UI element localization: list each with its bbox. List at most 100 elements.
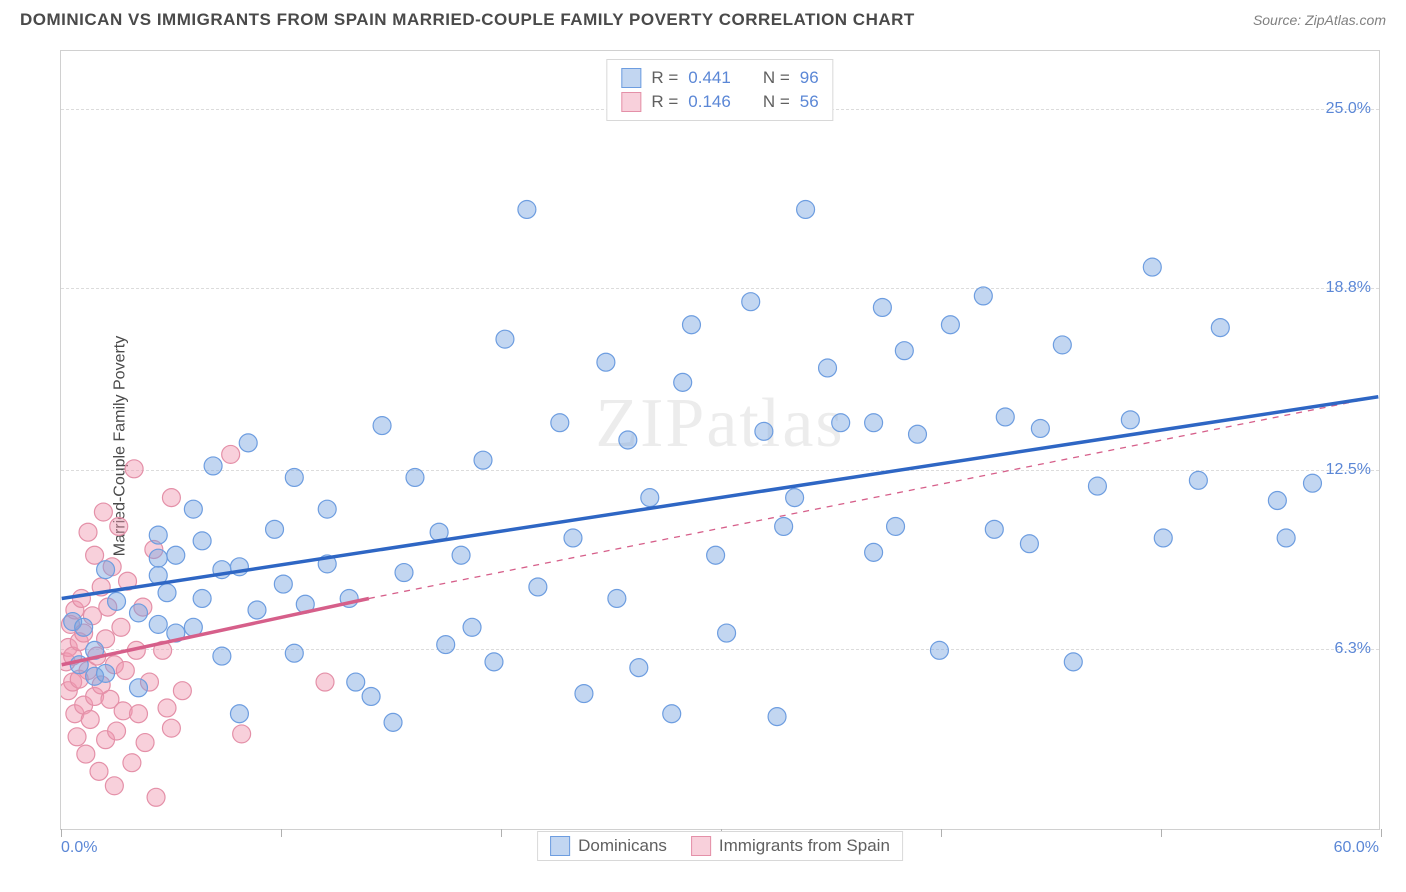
- r-label: R =: [651, 92, 678, 112]
- data-point: [1020, 535, 1038, 553]
- n-label: N =: [763, 68, 790, 88]
- plot-svg: [61, 51, 1379, 829]
- data-point: [158, 699, 176, 717]
- data-point: [496, 330, 514, 348]
- data-point: [97, 664, 115, 682]
- legend-row: R =0.146N =56: [621, 90, 818, 114]
- data-point: [437, 636, 455, 654]
- data-point: [1277, 529, 1295, 547]
- data-point: [147, 788, 165, 806]
- data-point: [1143, 258, 1161, 276]
- data-point: [941, 316, 959, 334]
- data-point: [136, 734, 154, 752]
- data-point: [116, 662, 134, 680]
- data-point: [674, 373, 692, 391]
- data-point: [193, 590, 211, 608]
- data-point: [395, 564, 413, 582]
- data-point: [68, 728, 86, 746]
- data-point: [75, 618, 93, 636]
- data-point: [597, 353, 615, 371]
- data-point: [865, 543, 883, 561]
- data-point: [1189, 471, 1207, 489]
- data-point: [149, 526, 167, 544]
- legend-swatch: [621, 92, 641, 112]
- x-axis-max: 60.0%: [1334, 839, 1379, 857]
- data-point: [832, 414, 850, 432]
- data-point: [755, 422, 773, 440]
- data-point: [1121, 411, 1139, 429]
- data-point: [909, 425, 927, 443]
- n-label: N =: [763, 92, 790, 112]
- data-point: [564, 529, 582, 547]
- data-point: [742, 293, 760, 311]
- data-point: [318, 500, 336, 518]
- series-legend: Dominicans Immigrants from Spain: [537, 831, 903, 861]
- x-tick: [941, 829, 942, 837]
- data-point: [204, 457, 222, 475]
- data-point: [108, 592, 126, 610]
- data-point: [575, 685, 593, 703]
- series-label: Dominicans: [578, 836, 667, 856]
- data-point: [149, 549, 167, 567]
- data-point: [384, 713, 402, 731]
- regression-line: [62, 397, 1379, 599]
- data-point: [167, 546, 185, 564]
- x-tick: [281, 829, 282, 837]
- source-prefix: Source:: [1253, 12, 1305, 28]
- data-point: [873, 298, 891, 316]
- legend-row: R =0.441N =96: [621, 66, 818, 90]
- x-tick: [1381, 829, 1382, 837]
- data-point: [786, 489, 804, 507]
- data-point: [149, 615, 167, 633]
- data-point: [974, 287, 992, 305]
- data-point: [266, 520, 284, 538]
- chart-title: DOMINICAN VS IMMIGRANTS FROM SPAIN MARRI…: [20, 10, 915, 30]
- data-point: [285, 468, 303, 486]
- data-point: [1211, 319, 1229, 337]
- data-point: [123, 754, 141, 772]
- legend-swatch: [550, 836, 570, 856]
- data-point: [463, 618, 481, 636]
- series-legend-item: Immigrants from Spain: [691, 836, 890, 856]
- data-point: [619, 431, 637, 449]
- data-point: [819, 359, 837, 377]
- data-point: [110, 517, 128, 535]
- source-name: ZipAtlas.com: [1305, 12, 1386, 28]
- data-point: [930, 641, 948, 659]
- data-point: [1154, 529, 1172, 547]
- data-point: [1031, 419, 1049, 437]
- data-point: [130, 679, 148, 697]
- data-point: [193, 532, 211, 550]
- data-point: [316, 673, 334, 691]
- data-point: [230, 705, 248, 723]
- data-point: [97, 561, 115, 579]
- data-point: [718, 624, 736, 642]
- data-point: [996, 408, 1014, 426]
- data-point: [108, 722, 126, 740]
- data-point: [518, 201, 536, 219]
- series-legend-item: Dominicans: [550, 836, 667, 856]
- r-label: R =: [651, 68, 678, 88]
- data-point: [162, 719, 180, 737]
- data-point: [77, 745, 95, 763]
- n-value: 96: [800, 68, 819, 88]
- x-axis-min: 0.0%: [61, 839, 97, 857]
- data-point: [768, 708, 786, 726]
- data-point: [130, 705, 148, 723]
- data-point: [248, 601, 266, 619]
- data-point: [1268, 492, 1286, 510]
- data-point: [641, 489, 659, 507]
- data-point: [158, 584, 176, 602]
- data-point: [81, 711, 99, 729]
- data-point: [112, 618, 130, 636]
- data-point: [663, 705, 681, 723]
- data-point: [274, 575, 292, 593]
- x-tick: [501, 829, 502, 837]
- data-point: [608, 590, 626, 608]
- data-point: [373, 417, 391, 435]
- data-point: [1064, 653, 1082, 671]
- chart-header: DOMINICAN VS IMMIGRANTS FROM SPAIN MARRI…: [0, 0, 1406, 35]
- data-point: [682, 316, 700, 334]
- data-point: [125, 460, 143, 478]
- data-point: [90, 762, 108, 780]
